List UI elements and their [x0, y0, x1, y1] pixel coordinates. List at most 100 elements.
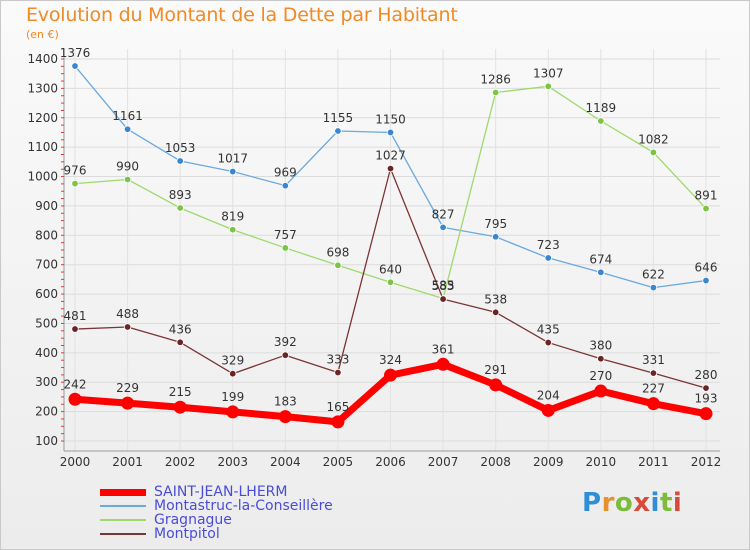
- data-point: [281, 351, 290, 359]
- x-tick-label: 2004: [270, 455, 301, 469]
- data-label: 757: [274, 228, 297, 242]
- chart-title: Evolution du Montant de la Dette par Hab…: [26, 4, 458, 26]
- x-tick-label: 2012: [691, 455, 722, 469]
- data-point: [436, 357, 450, 371]
- data-label: 392: [274, 335, 297, 349]
- data-point: [334, 261, 342, 269]
- data-point: [229, 226, 237, 234]
- data-label: 1161: [112, 109, 143, 123]
- x-tick-label: 2005: [323, 455, 354, 469]
- y-tick-label: 400: [35, 346, 58, 360]
- data-point: [597, 355, 605, 363]
- data-label: 1150: [375, 112, 406, 126]
- y-tick-label: 100: [35, 434, 58, 448]
- y-tick-label: 1400: [27, 52, 58, 66]
- data-point: [386, 128, 395, 137]
- data-label: 1053: [165, 141, 196, 155]
- data-point: [334, 368, 342, 377]
- data-point: [649, 369, 658, 377]
- data-point: [491, 233, 500, 241]
- x-tick-label: 2001: [112, 455, 143, 469]
- data-label: 204: [537, 388, 560, 402]
- data-label: 990: [116, 159, 139, 173]
- data-point: [597, 117, 605, 125]
- data-label: 640: [379, 262, 402, 276]
- x-tick-label: 2003: [217, 455, 248, 469]
- legend-label: Montpitol: [154, 526, 220, 542]
- legend-swatch: [100, 519, 146, 521]
- chart-subtitle: (en €): [26, 28, 59, 41]
- data-label: 1189: [586, 101, 617, 115]
- data-point: [439, 295, 447, 303]
- x-tick-label: 2011: [638, 455, 669, 469]
- x-tick-label: 2006: [375, 455, 406, 469]
- data-point: [123, 175, 132, 184]
- data-point: [544, 338, 552, 347]
- data-point: [544, 82, 552, 91]
- data-point: [384, 368, 397, 382]
- data-label: 827: [432, 207, 455, 221]
- data-point: [68, 392, 82, 406]
- legend-label: Montastruc-la-Conseillère: [154, 498, 333, 514]
- y-tick-label: 800: [35, 228, 58, 242]
- y-tick-label: 900: [35, 199, 58, 213]
- data-label: 1027: [375, 149, 406, 163]
- data-label: 481: [64, 309, 87, 323]
- data-point: [71, 179, 79, 188]
- legend-item: Montastruc-la-Conseillère: [100, 499, 333, 513]
- x-tick-label: 2010: [586, 455, 617, 469]
- data-label: 1017: [217, 152, 248, 166]
- data-point: [71, 62, 79, 70]
- legend-swatch: [100, 488, 146, 496]
- data-label: 646: [695, 261, 718, 275]
- y-tick-label: 600: [35, 287, 58, 301]
- data-label: 622: [642, 268, 665, 282]
- data-label: 193: [695, 392, 718, 406]
- data-label: 435: [537, 323, 560, 337]
- data-point: [123, 323, 132, 331]
- proxiti-logo: Proxiti: [582, 488, 683, 518]
- y-tick-label: 1300: [27, 81, 58, 95]
- data-label: 333: [326, 353, 349, 367]
- data-label: 1307: [533, 66, 564, 80]
- data-point: [176, 157, 184, 165]
- data-point: [71, 325, 79, 333]
- data-point: [176, 338, 184, 346]
- legend-swatch: [100, 505, 146, 507]
- data-point: [334, 127, 342, 135]
- y-tick-label: 700: [35, 258, 58, 272]
- data-point: [597, 268, 605, 277]
- data-point: [702, 276, 710, 285]
- data-point: [281, 181, 290, 190]
- data-label: 969: [274, 166, 297, 180]
- x-tick-label: 2007: [428, 455, 459, 469]
- data-label: 331: [642, 353, 665, 367]
- data-label: 229: [116, 381, 139, 395]
- data-point: [226, 405, 240, 419]
- data-label: 165: [326, 400, 349, 414]
- line-chart: 100 200 300 400 500 600 700 800 900 1000 1100 1200 1…: [27, 46, 722, 469]
- data-label: 1376: [60, 46, 91, 60]
- legend-label: Gragnague: [154, 512, 232, 528]
- data-point: [121, 396, 135, 410]
- legend-item: Montpitol: [100, 527, 333, 541]
- data-label: 583: [432, 279, 455, 293]
- data-label: 436: [169, 322, 192, 336]
- data-label: 893: [169, 188, 192, 202]
- data-label: 329: [221, 354, 244, 368]
- data-label: 1286: [480, 72, 511, 86]
- data-label: 324: [379, 353, 402, 367]
- data-point: [541, 403, 555, 417]
- legend-swatch: [100, 533, 146, 535]
- data-label: 361: [432, 342, 455, 356]
- data-point: [699, 407, 713, 421]
- data-point: [489, 378, 503, 392]
- x-tick-label: 2009: [533, 455, 564, 469]
- data-label: 291: [484, 363, 507, 377]
- data-point: [281, 244, 290, 252]
- data-label: 380: [589, 339, 612, 353]
- data-label: 270: [589, 369, 612, 383]
- legend-item: SAINT-JEAN-LHERM: [100, 485, 333, 499]
- data-point: [544, 254, 552, 262]
- legend-label: SAINT-JEAN-LHERM: [154, 484, 288, 500]
